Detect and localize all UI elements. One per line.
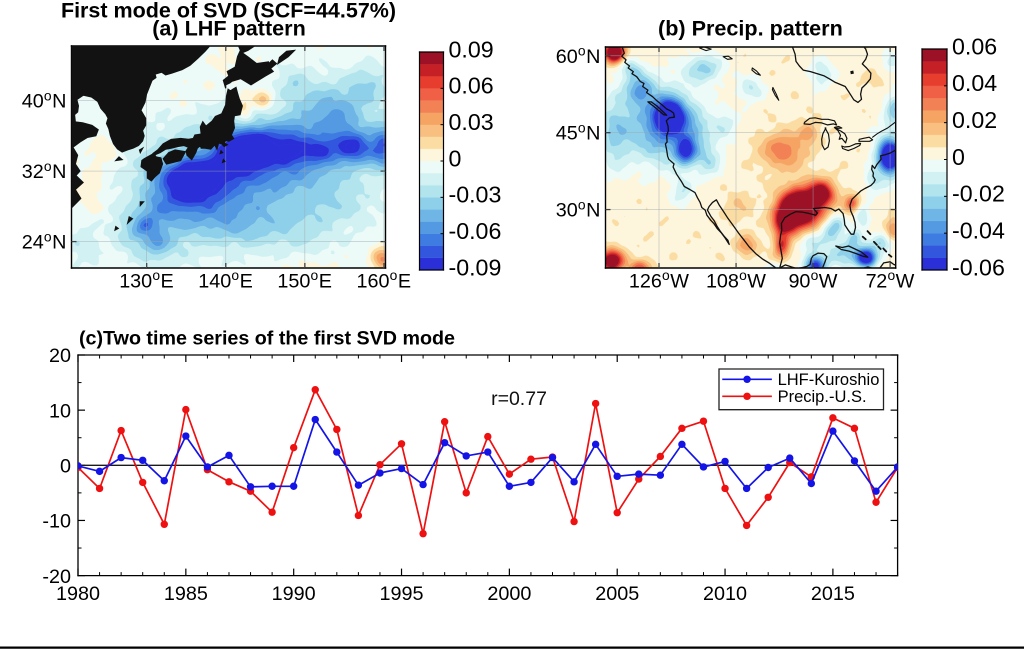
svg-text:-0.06: -0.06: [952, 254, 1005, 280]
svg-text:1 0 8: 1 0 8 W o: [706, 267, 770, 292]
svg-text:0: 0: [60, 455, 71, 477]
svg-text:1 2 6: 1 2 6 W o: [629, 267, 693, 292]
svg-text:1995: 1995: [380, 583, 424, 605]
svg-text:1 4 0: 1 4 0 E o: [198, 267, 257, 292]
svg-text:(a) LHF pattern: (a) LHF pattern: [152, 16, 306, 41]
svg-text:2 4 N: 2 4 N o: [22, 228, 71, 253]
svg-text:-10: -10: [42, 511, 71, 533]
svg-text:0.06: 0.06: [952, 33, 997, 59]
svg-text:-0.03: -0.03: [449, 182, 502, 208]
svg-text:1985: 1985: [164, 583, 208, 605]
svg-text:1 6 0: 1 6 0 E o: [356, 267, 415, 292]
svg-text:0.09: 0.09: [449, 36, 494, 62]
svg-text:1 5 0: 1 5 0 E o: [277, 267, 336, 292]
svg-text:2015: 2015: [811, 583, 855, 605]
svg-text:Precip.-U.S.: Precip.-U.S.: [778, 388, 867, 406]
svg-text:4 0 N: 4 0 N o: [22, 87, 71, 112]
svg-text:3 0 N: 3 0 N o: [556, 196, 605, 221]
svg-text:-0.04: -0.04: [952, 218, 1005, 244]
svg-text:-20: -20: [42, 566, 71, 588]
svg-text:(c)Two time series of the firs: (c)Two time series of the first SVD mode: [79, 328, 455, 350]
svg-text:4 5 N: 4 5 N o: [556, 119, 605, 144]
svg-text:-0.02: -0.02: [952, 181, 1005, 207]
svg-text:r=0.77: r=0.77: [491, 388, 547, 410]
svg-text:7 2 W: 7 2 W o: [866, 267, 919, 292]
svg-text:3 2 N: 3 2 N o: [22, 158, 71, 183]
svg-text:-0.06: -0.06: [449, 218, 502, 244]
svg-text:20: 20: [49, 345, 71, 367]
svg-text:0: 0: [952, 144, 965, 170]
svg-text:0.02: 0.02: [952, 107, 997, 133]
svg-text:9 0 W: 9 0 W o: [788, 267, 841, 292]
svg-text:LHF-Kuroshio: LHF-Kuroshio: [778, 371, 880, 389]
svg-text:0.04: 0.04: [952, 70, 997, 96]
svg-text:0.06: 0.06: [449, 73, 494, 99]
svg-text:2005: 2005: [595, 583, 639, 605]
svg-text:First mode of SVD (SCF=44.57%): First mode of SVD (SCF=44.57%): [61, 0, 396, 23]
svg-text:0: 0: [449, 145, 462, 171]
svg-text:1 3 0: 1 3 0 E o: [119, 267, 178, 292]
svg-text:6 0 N: 6 0 N o: [556, 42, 605, 67]
svg-text:10: 10: [49, 400, 71, 422]
svg-text:-0.09: -0.09: [449, 254, 502, 280]
svg-text:2000: 2000: [487, 583, 531, 605]
svg-text:1990: 1990: [272, 583, 316, 605]
svg-text:1980: 1980: [56, 583, 100, 605]
svg-text:(b) Precip. pattern: (b) Precip. pattern: [658, 16, 843, 41]
svg-text:2010: 2010: [703, 583, 747, 605]
svg-text:0.03: 0.03: [449, 109, 494, 135]
